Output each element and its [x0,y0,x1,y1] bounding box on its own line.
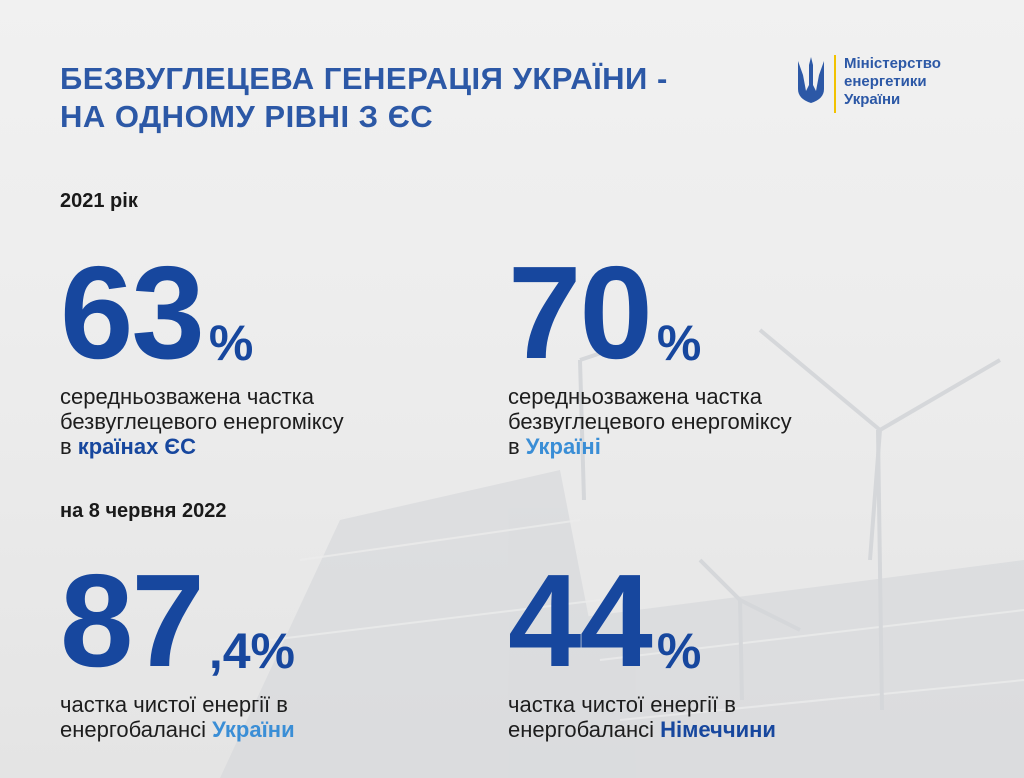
stat-description: середньозважена частка безвуглецевого ене… [508,384,792,459]
stat-description: середньозважена частка безвуглецевого ене… [60,384,344,459]
description-line: частка чистої енергії в [60,692,288,717]
description-highlight: Україні [525,434,601,459]
description-line: безвуглецевого енергоміксу [60,409,344,434]
stat-unit: ,4% [208,623,295,679]
title-line: НА ОДНОМУ РІВНІ З ЄС [60,99,434,134]
description-line: середньозважена частка [60,384,314,409]
stat: 44% частка чистої енергії в енергобалансі Н… [508,547,776,743]
stat-value: 63 [60,239,205,386]
stat-description: частка чистої енергії в енергобалансі Укра… [60,692,295,742]
stat-unit: % [656,315,702,371]
section-label: 2021 рік [60,190,138,212]
logo-divider [834,55,836,113]
description-line: енергобалансі Німеччини [508,717,776,742]
stat-value: 70 [508,239,653,386]
description-lead: в [508,434,520,459]
stat-figure: 70% [508,239,792,386]
section-label: на 8 червня 2022 [60,500,227,522]
description-lead: енергобалансі [508,717,655,742]
stat-figure: 63% [60,239,344,386]
description-lead: енергобалансі [60,717,207,742]
description-line: в країнах ЄС [60,434,344,459]
stat-figure: 87,4% [60,547,295,694]
description-line: частка чистої енергії в [508,692,736,717]
title: БЕЗВУГЛЕЦЕВА ГЕНЕРАЦІЯ УКРАЇНИ - НА ОДНО… [60,60,668,136]
stat-description: частка чистої енергії в енергобалансі Німе… [508,692,776,742]
title-line: БЕЗВУГЛЕЦЕВА ГЕНЕРАЦІЯ УКРАЇНИ - [60,61,668,96]
stat-value: 87 [60,547,205,694]
description-line: безвуглецевого енергоміксу [508,409,792,434]
logo: Міністерство енергетики України [794,55,941,113]
stat: 70% середньозважена частка безвуглецевого … [508,239,792,460]
stat: 63% середньозважена частка безвуглецевого … [60,239,344,460]
description-lead: в [60,434,72,459]
trident [798,57,824,103]
description-line: середньозважена частка [508,384,762,409]
stat-value: 44 [508,547,653,694]
stat-unit: % [208,315,254,371]
stat-unit: % [656,623,702,679]
description-highlight: країнах ЄС [77,434,196,459]
logo-line: енергетики [844,73,927,90]
stat: 87,4% частка чистої енергії в енергобаланс… [60,547,295,743]
logo-line: України [844,91,901,108]
description-line: в Україні [508,434,792,459]
logo-line: Міністерство [844,55,941,72]
logo-text: Міністерство енергетики України [844,55,941,109]
description-highlight: Німеччини [660,717,776,742]
stat-figure: 44% [508,547,776,694]
description-line: енергобалансі України [60,717,295,742]
description-highlight: України [212,717,295,742]
